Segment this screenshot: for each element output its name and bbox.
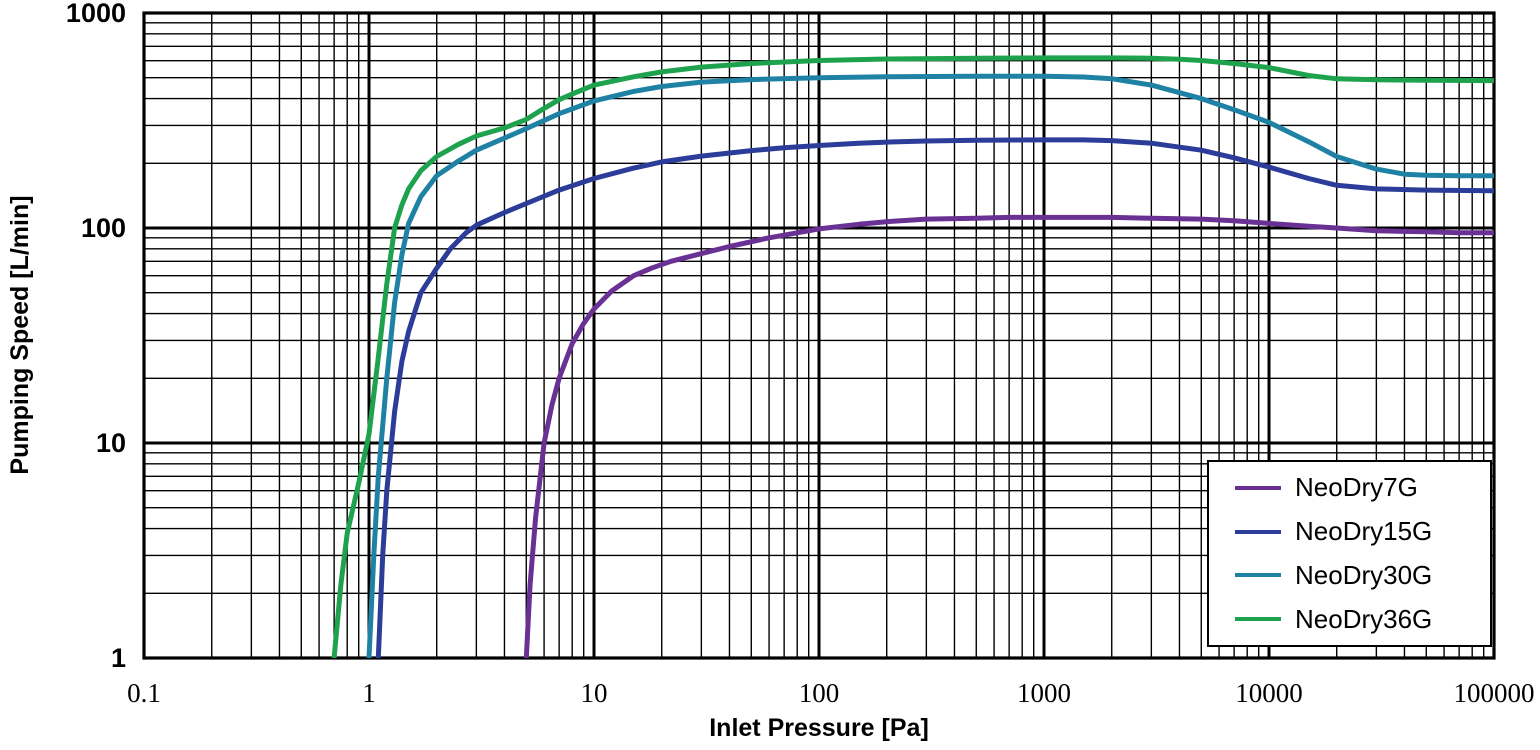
legend-label-neodry7g: NeoDry7G [1295,472,1418,503]
legend: NeoDry7G NeoDry15G NeoDry30G NeoDry36G [1207,460,1492,647]
x-tick-label: 1000 [1017,678,1071,708]
x-tick-labels: 0.1 1 10 100 1000 10000 100000 [127,678,1534,708]
x-tick-label: 0.1 [127,678,161,708]
legend-item-neodry7g: NeoDry7G [1209,472,1490,503]
curve-neodry36g [331,55,1494,658]
legend-item-neodry36g: NeoDry36G [1209,604,1490,635]
legend-swatch-neodry30g [1235,573,1281,578]
x-tick-label: 10000 [1235,678,1303,708]
grid [142,13,1494,660]
curves [331,55,1494,658]
y-axis-title: Pumping Speed [L/min] [6,195,34,475]
legend-label-neodry30g: NeoDry30G [1295,559,1433,590]
legend-label-neodry15g: NeoDry15G [1295,516,1433,547]
x-tick-label: 100000 [1454,678,1535,708]
y-tick-label: 1000 [66,0,126,28]
legend-swatch-neodry7g [1235,485,1281,490]
legend-swatch-neodry15g [1235,529,1281,534]
x-tick-label: 100 [799,678,840,708]
curve-neodry15g [375,137,1494,658]
legend-item-neodry15g: NeoDry15G [1209,516,1490,547]
x-tick-label: 10 [581,678,608,708]
legend-item-neodry30g: NeoDry30G [1209,560,1490,591]
y-tick-label: 1 [111,643,126,673]
x-tick-label: 1 [362,678,376,708]
y-tick-labels: 1 10 100 1000 [66,0,126,673]
legend-label-neodry36g: NeoDry36G [1295,603,1433,634]
plot-area-border [142,11,1496,660]
y-tick-label: 100 [81,213,126,243]
curve-neodry30g [366,73,1494,658]
curve-neodry7g [523,214,1494,658]
x-axis-title: Inlet Pressure [Pa] [709,714,929,742]
legend-swatch-neodry36g [1235,617,1281,622]
y-tick-label: 10 [96,428,126,458]
